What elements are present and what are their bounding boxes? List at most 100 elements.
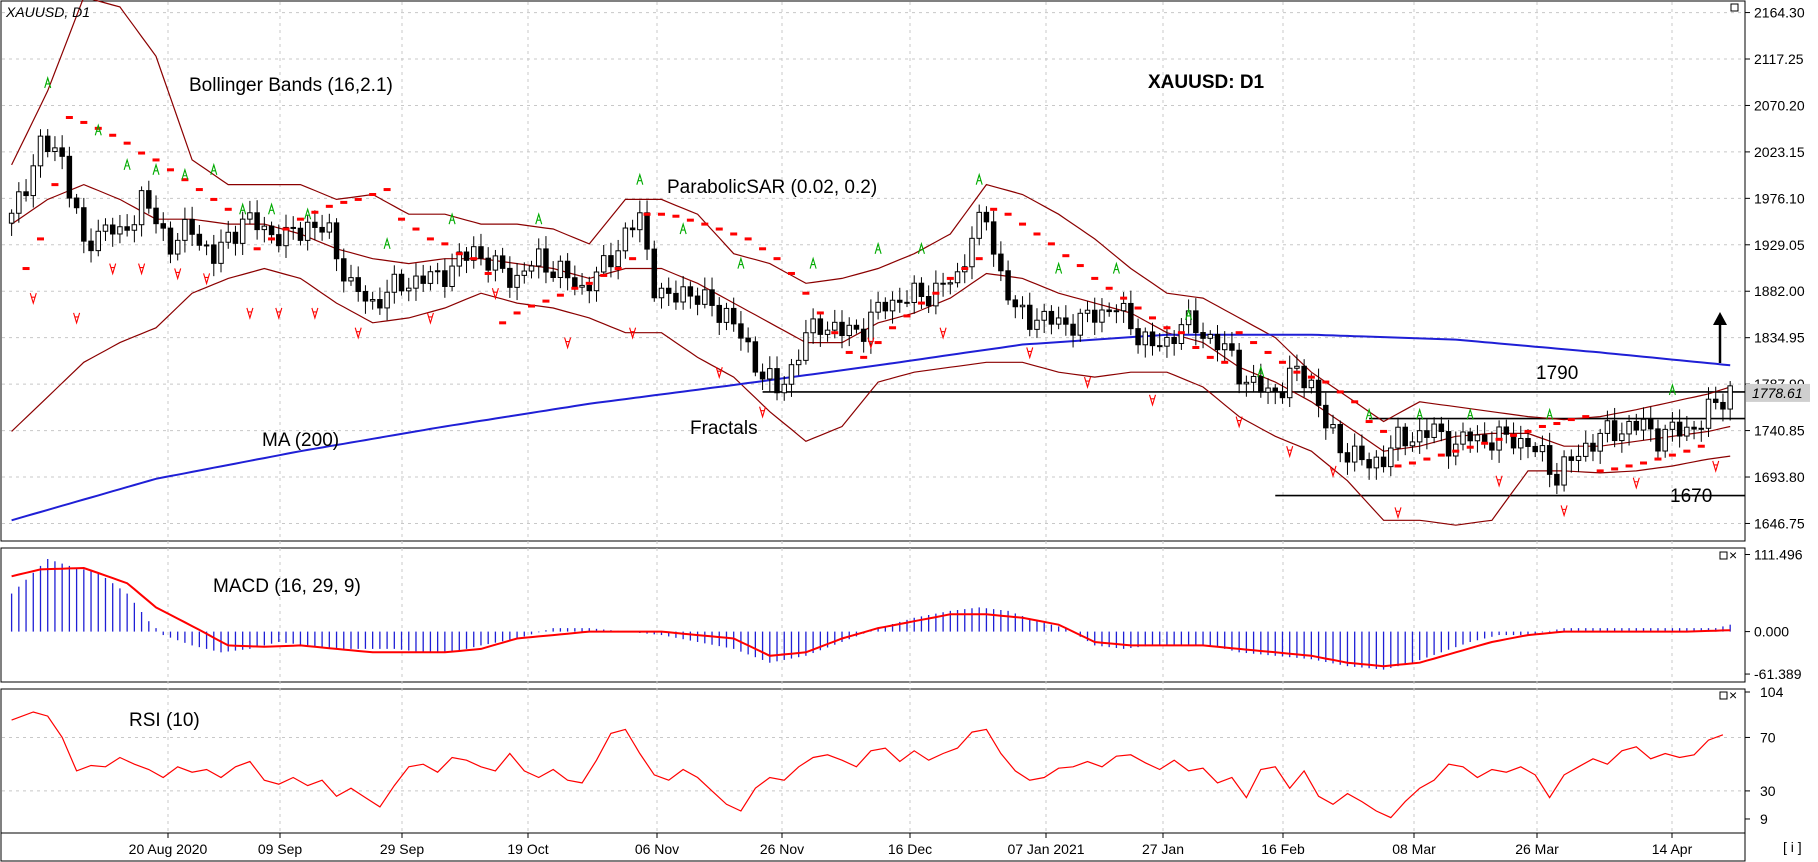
sar-dot: [426, 237, 434, 241]
candle-body: [543, 248, 549, 273]
candle-body: [716, 304, 722, 323]
candle-body: [1171, 336, 1177, 344]
candle: [304, 214, 311, 251]
candle: [420, 264, 426, 292]
price-tick-label: 2164.30: [1754, 5, 1805, 21]
candle-body: [420, 275, 426, 284]
candle-body: [196, 233, 203, 246]
candle-body: [384, 291, 390, 309]
candle: [1272, 383, 1278, 405]
candle-body: [442, 270, 448, 287]
candle-body: [1142, 331, 1149, 346]
rsi-close-icon[interactable]: ×: [1719, 687, 1737, 703]
candle: [30, 154, 37, 208]
candle-body: [102, 224, 109, 232]
candle-body: [8, 212, 15, 224]
candle-body: [781, 383, 787, 394]
candle-body: [709, 289, 715, 306]
candle-body: [232, 231, 239, 244]
sar-dot: [802, 291, 810, 295]
sar-dot: [845, 350, 853, 354]
candle: [1142, 327, 1149, 358]
candle-body: [1229, 343, 1235, 351]
candle: [557, 255, 564, 289]
sar-dot: [542, 299, 550, 303]
candle-body: [1135, 328, 1141, 346]
macd-label: MACD (16, 29, 9): [213, 576, 361, 597]
rsi-tick-label: 30: [1760, 783, 1776, 799]
candle: [1323, 392, 1329, 440]
sar-dot: [975, 257, 983, 261]
fractal-down-icon: [1286, 445, 1294, 459]
candle: [81, 197, 87, 254]
candle: [615, 239, 621, 280]
sar-dot: [1033, 232, 1041, 236]
candle-body: [1027, 304, 1033, 330]
candle-body: [1330, 424, 1336, 429]
candle: [803, 319, 809, 365]
arrow-up-icon: [1713, 312, 1727, 363]
candle-body: [377, 299, 383, 309]
candle-body: [413, 275, 419, 289]
candle: [1727, 381, 1733, 421]
candle: [969, 226, 975, 280]
candle-body: [1532, 445, 1538, 453]
candle: [391, 265, 398, 304]
candle: [239, 211, 246, 255]
candle: [456, 243, 463, 277]
sar-dot: [1076, 264, 1084, 268]
candle: [1388, 435, 1394, 477]
candle: [1027, 292, 1033, 337]
candle: [882, 297, 889, 320]
candle: [247, 200, 253, 225]
info-icon[interactable]: [ i ]: [1783, 839, 1802, 855]
price-tick-label: 1646.75: [1754, 515, 1805, 531]
sar-dot: [51, 183, 59, 187]
sar-dot: [629, 257, 637, 261]
time-tick-label: 20 Aug 2020: [129, 841, 208, 857]
fractal-down-icon: [109, 263, 117, 276]
candle-body: [326, 222, 333, 233]
sar-dot: [412, 227, 420, 231]
time-tick-label: 27 Jan: [1142, 841, 1184, 857]
candle: [1698, 420, 1705, 442]
candle-body: [1416, 430, 1423, 443]
candle: [1106, 302, 1112, 317]
time-tick-label: 16 Dec: [888, 841, 932, 857]
candle: [1048, 305, 1055, 335]
candle-body: [810, 318, 816, 334]
candle-body: [1221, 343, 1228, 351]
candle: [694, 287, 701, 316]
macd-close-icon[interactable]: ×: [1719, 547, 1737, 563]
maximize-icon[interactable]: [1730, 3, 1739, 12]
sar-dot: [36, 237, 44, 241]
sar-dot: [253, 247, 261, 251]
sar-dot: [94, 126, 102, 130]
level-low-label: 1670: [1670, 486, 1712, 507]
price-panel-frame: [0, 0, 1746, 542]
candle-body: [1561, 456, 1567, 486]
fractal-up-icon: [123, 157, 131, 171]
candle: [499, 247, 506, 273]
sar-dot: [1394, 464, 1402, 468]
candle: [507, 256, 513, 298]
candle-body: [1691, 426, 1697, 430]
candle: [1301, 359, 1307, 398]
candle: [1640, 407, 1647, 441]
candle-body: [1323, 404, 1329, 429]
candle-body: [1091, 309, 1098, 323]
candle-body: [947, 282, 954, 285]
candle: [1315, 368, 1322, 418]
candle: [651, 240, 658, 302]
candle-body: [478, 246, 484, 259]
candle: [788, 358, 795, 397]
fractal-down-icon: [29, 292, 37, 306]
sar-dot: [1380, 429, 1388, 433]
candle: [333, 218, 340, 272]
sar-dot: [1408, 461, 1416, 465]
candle: [1236, 342, 1242, 394]
candle-body: [1431, 423, 1437, 438]
candle-body: [427, 271, 434, 284]
candle-body: [1193, 310, 1199, 334]
